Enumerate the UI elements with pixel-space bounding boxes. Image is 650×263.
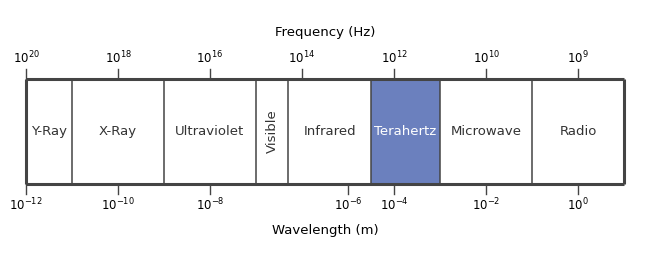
Bar (256, 79, 288, 184)
Text: Y-Ray: Y-Ray (31, 125, 67, 138)
Text: Radio: Radio (559, 125, 597, 138)
Text: Ultraviolet: Ultraviolet (176, 125, 244, 138)
Bar (371, 79, 440, 184)
Bar (532, 79, 624, 184)
Bar (26, 79, 72, 184)
Text: Visible: Visible (266, 110, 279, 153)
Text: $10^{18}$: $10^{18}$ (105, 50, 131, 66)
Text: $10^{-10}$: $10^{-10}$ (101, 197, 135, 213)
Text: $10^{10}$: $10^{10}$ (473, 50, 499, 66)
Text: $10^{14}$: $10^{14}$ (289, 50, 315, 66)
Text: $10^{0}$: $10^{0}$ (567, 197, 589, 213)
Text: Infrared: Infrared (304, 125, 356, 138)
Bar (288, 79, 371, 184)
Text: X-Ray: X-Ray (99, 125, 137, 138)
Bar (440, 79, 532, 184)
Text: Frequency (Hz): Frequency (Hz) (275, 26, 375, 39)
Text: $10^{-6}$: $10^{-6}$ (333, 197, 362, 213)
Text: $10^{16}$: $10^{16}$ (196, 50, 224, 66)
Text: $10^{-12}$: $10^{-12}$ (9, 197, 43, 213)
Text: $10^{-4}$: $10^{-4}$ (380, 197, 408, 213)
Bar (72, 79, 164, 184)
Text: $10^{9}$: $10^{9}$ (567, 50, 589, 66)
Bar (164, 79, 256, 184)
Text: $10^{-2}$: $10^{-2}$ (472, 197, 500, 213)
Text: Microwave: Microwave (450, 125, 521, 138)
Text: Terahertz: Terahertz (374, 125, 437, 138)
Text: Wavelength (m): Wavelength (m) (272, 224, 378, 237)
Text: $10^{-8}$: $10^{-8}$ (196, 197, 224, 213)
Text: $10^{20}$: $10^{20}$ (12, 50, 40, 66)
Text: $10^{12}$: $10^{12}$ (381, 50, 408, 66)
